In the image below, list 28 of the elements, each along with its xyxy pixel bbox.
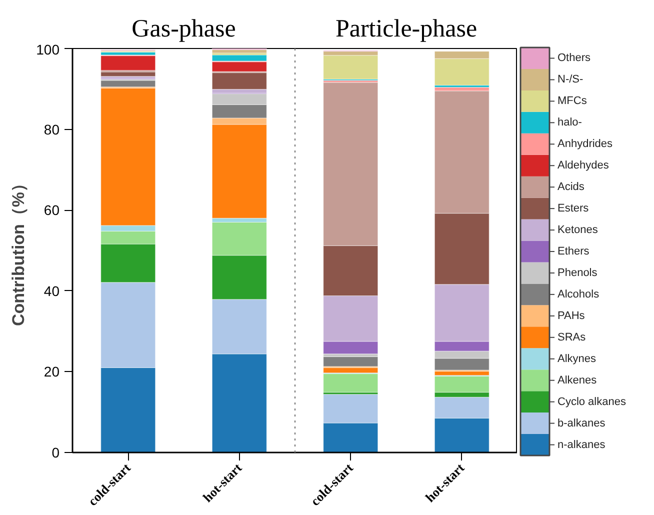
legend-label: b-alkanes bbox=[558, 417, 606, 430]
text: Gas-phase bbox=[132, 15, 236, 42]
y-tick-label: 0 bbox=[52, 444, 60, 460]
text: Particle-phase bbox=[335, 15, 478, 42]
legend-label: Anhydrides bbox=[558, 138, 614, 150]
legend-label: Cyclo alkanes bbox=[558, 396, 626, 408]
legend-label: Ketones bbox=[558, 224, 598, 236]
legend-label: SRAs bbox=[558, 331, 586, 344]
legend-label: MFCs bbox=[558, 95, 588, 108]
legend-label: Aldehydes bbox=[558, 160, 610, 172]
legend-label: Alkenes bbox=[558, 374, 598, 386]
y-tick-label: 20 bbox=[44, 364, 60, 380]
legend-label: n-alkanes bbox=[558, 438, 606, 451]
legend-label: halo- bbox=[558, 116, 582, 129]
y-tick-label: 80 bbox=[44, 121, 60, 138]
y-tick-label: 100 bbox=[36, 42, 60, 58]
legend-label: Alkynes bbox=[558, 352, 597, 365]
legend-label: Phenols bbox=[558, 266, 598, 279]
legend-label: Acids bbox=[558, 181, 585, 194]
legend-label: Esters bbox=[558, 202, 590, 215]
legend-label: Others bbox=[558, 52, 592, 64]
legend-label: PAHs bbox=[558, 310, 586, 322]
y-axis-title: Contribution（%） bbox=[9, 174, 28, 326]
y-tick-label: 40 bbox=[44, 282, 60, 299]
legend-label: N-/S- bbox=[558, 74, 584, 86]
legend-label: Alcohols bbox=[558, 288, 600, 300]
y-tick-label: 60 bbox=[44, 202, 60, 218]
legend-label: Ethers bbox=[558, 246, 590, 258]
